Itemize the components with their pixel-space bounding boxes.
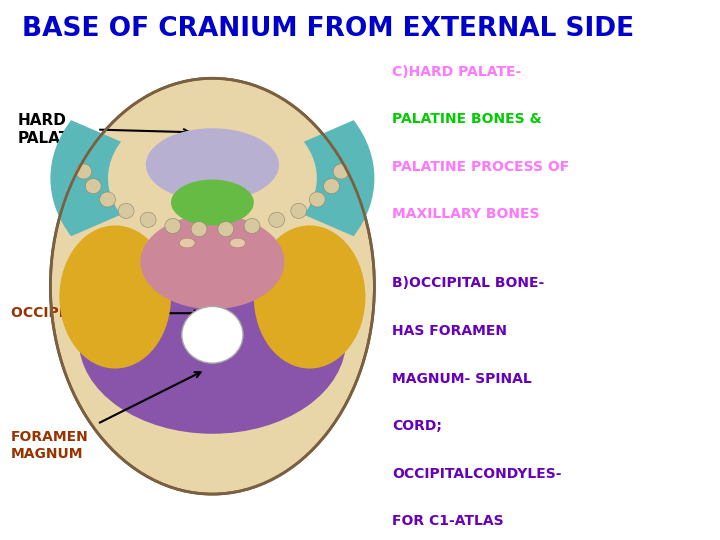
Text: CORD;: CORD;: [392, 419, 442, 433]
Ellipse shape: [140, 214, 284, 309]
Text: HAS FORAMEN: HAS FORAMEN: [392, 324, 508, 338]
Ellipse shape: [140, 212, 156, 227]
Text: C)HARD PALATE-: C)HARD PALATE-: [392, 65, 522, 79]
Ellipse shape: [76, 164, 91, 179]
Text: FORAMEN
MAGNUM: FORAMEN MAGNUM: [11, 430, 89, 461]
Wedge shape: [304, 120, 374, 237]
Ellipse shape: [50, 78, 374, 494]
Text: MAGNUM- SPINAL: MAGNUM- SPINAL: [392, 372, 532, 386]
Text: FOR C1-ATLAS: FOR C1-ATLAS: [392, 514, 504, 528]
Ellipse shape: [165, 218, 181, 233]
Ellipse shape: [59, 226, 171, 368]
Ellipse shape: [191, 221, 207, 237]
Text: PALATINE PROCESS OF: PALATINE PROCESS OF: [392, 160, 570, 174]
Ellipse shape: [310, 192, 325, 207]
Ellipse shape: [181, 307, 243, 363]
Text: MAXILLARY BONES: MAXILLARY BONES: [392, 207, 540, 221]
Text: OCCIPITAL CONDYLE: OCCIPITAL CONDYLE: [11, 306, 169, 320]
Ellipse shape: [78, 247, 346, 434]
Ellipse shape: [244, 218, 260, 233]
Ellipse shape: [253, 226, 366, 368]
Text: PALATINE BONES &: PALATINE BONES &: [392, 112, 542, 126]
Ellipse shape: [99, 192, 115, 207]
Ellipse shape: [291, 203, 307, 218]
Ellipse shape: [171, 179, 253, 226]
Text: HARD
PALATE: HARD PALATE: [18, 113, 81, 146]
Ellipse shape: [269, 212, 284, 227]
Ellipse shape: [324, 179, 340, 194]
Text: BASE OF CRANIUM FROM EXTERNAL SIDE: BASE OF CRANIUM FROM EXTERNAL SIDE: [22, 16, 634, 42]
Ellipse shape: [85, 179, 101, 194]
Ellipse shape: [179, 238, 195, 248]
Ellipse shape: [145, 128, 279, 201]
Ellipse shape: [118, 203, 134, 218]
Wedge shape: [50, 120, 121, 237]
Text: B)OCCIPITAL BONE-: B)OCCIPITAL BONE-: [392, 276, 544, 291]
Ellipse shape: [333, 164, 349, 179]
Ellipse shape: [218, 221, 234, 237]
Ellipse shape: [230, 238, 246, 248]
Text: OCCIPITALCONDYLES-: OCCIPITALCONDYLES-: [392, 467, 562, 481]
